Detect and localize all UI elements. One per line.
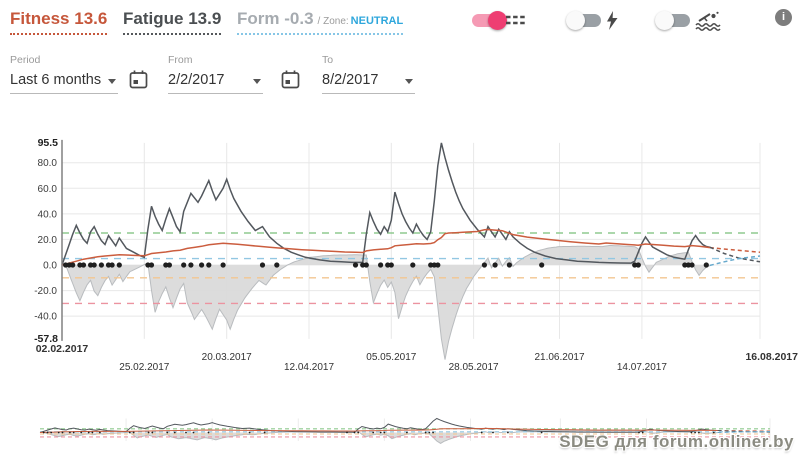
svg-text:60.0: 60.0 <box>38 184 58 195</box>
form-label: Form <box>237 9 280 28</box>
calendar-icon[interactable] <box>281 70 301 90</box>
fatigue-value: 13.9 <box>188 9 222 28</box>
svg-text:0.0: 0.0 <box>43 261 57 272</box>
calendar-icon[interactable] <box>129 70 149 90</box>
svg-text:20.0: 20.0 <box>38 235 58 246</box>
fatigue-line <box>61 142 711 266</box>
svg-text:02.02.2017: 02.02.2017 <box>36 343 89 355</box>
from-date-value: 2/2/2017 <box>168 72 225 88</box>
fitness-trend-chart[interactable]: 80.0 60.0 40.0 20.0 0.0 -20.0 -40.0 95.5 -57.802… <box>0 130 800 380</box>
fitness-line <box>39 427 718 433</box>
form-projection-line <box>717 431 771 433</box>
power-toggle-thumb <box>566 11 585 30</box>
period-value: Last 6 months <box>10 72 102 88</box>
svg-text:95.5: 95.5 <box>38 137 59 149</box>
svg-text:14.07.2017: 14.07.2017 <box>617 362 667 373</box>
fitness-projection-line <box>709 246 761 253</box>
fitness-line <box>61 228 711 266</box>
lightning-icon <box>605 11 629 31</box>
watermark: SDEG для forum.onliner.by <box>559 432 794 451</box>
svg-text:05.05.2017: 05.05.2017 <box>366 352 416 363</box>
form-area <box>62 245 710 360</box>
svg-text:28.05.2017: 28.05.2017 <box>449 362 499 373</box>
to-label: To <box>322 54 334 66</box>
gridlines <box>62 142 761 339</box>
svg-text:20.03.2017: 20.03.2017 <box>202 352 252 363</box>
training-day-dots <box>42 431 715 434</box>
y-axis-labels: 80.0 60.0 40.0 20.0 0.0 -20.0 -40.0 95.5 -57.8 <box>34 137 58 345</box>
fitness-metric-toggle[interactable]: Fitness 13.6 <box>10 9 108 35</box>
power-toggle[interactable] <box>566 11 603 30</box>
fatigue-metric-toggle[interactable]: Fatigue 13.9 <box>123 9 222 35</box>
period-select[interactable]: Last 6 months <box>10 71 118 94</box>
fatigue-label: Fatigue <box>123 9 184 28</box>
form-outline <box>62 244 711 360</box>
period-label: Period <box>10 54 41 66</box>
form-projection-line <box>709 255 761 267</box>
svg-text:80.0: 80.0 <box>38 158 58 169</box>
chevron-down-icon <box>405 79 413 84</box>
swimmer-icon <box>695 11 721 31</box>
fitness-value: 13.6 <box>74 9 108 28</box>
zones-toggle-thumb <box>488 11 507 30</box>
svg-text:40.0: 40.0 <box>38 209 58 220</box>
svg-text:25.02.2017: 25.02.2017 <box>119 362 169 373</box>
zone-badge: NEUTRAL <box>350 15 404 27</box>
x-axis-labels: 02.02.2017 25.02.2017 20.03.2017 12.04.2017… <box>36 343 798 373</box>
chevron-down-icon <box>253 79 261 84</box>
zone-prefix: / Zone: <box>317 16 349 27</box>
dashed-lines-icon <box>505 11 529 31</box>
svg-text:21.06.2017: 21.06.2017 <box>534 352 584 363</box>
from-label: From <box>168 54 193 66</box>
svg-text:-57.8: -57.8 <box>34 333 58 345</box>
swim-toggle-thumb <box>655 11 674 30</box>
svg-text:-40.0: -40.0 <box>34 312 57 323</box>
fatigue-line <box>39 417 718 433</box>
to-date-select[interactable]: 8/2/2017 <box>322 71 415 94</box>
fatigue-projection-line <box>709 246 761 263</box>
form-value: -0.3 <box>284 9 314 28</box>
chevron-down-icon <box>108 79 116 84</box>
from-date-select[interactable]: 2/2/2017 <box>168 71 263 94</box>
svg-text:12.04.2017: 12.04.2017 <box>284 362 334 373</box>
form-metric-toggle[interactable]: Form -0.3/ Zone: NEUTRAL <box>237 9 404 35</box>
fitness-label: Fitness <box>10 9 70 28</box>
svg-text:-20.0: -20.0 <box>34 286 57 297</box>
info-icon[interactable]: i <box>775 9 792 26</box>
training-day-dots <box>63 262 709 268</box>
zones-toggle[interactable] <box>470 11 507 30</box>
svg-text:16.08.2017: 16.08.2017 <box>745 351 798 363</box>
date-range-overview-chart[interactable] <box>0 407 800 452</box>
swim-toggle[interactable] <box>655 11 692 30</box>
to-date-value: 8/2/2017 <box>322 72 379 88</box>
